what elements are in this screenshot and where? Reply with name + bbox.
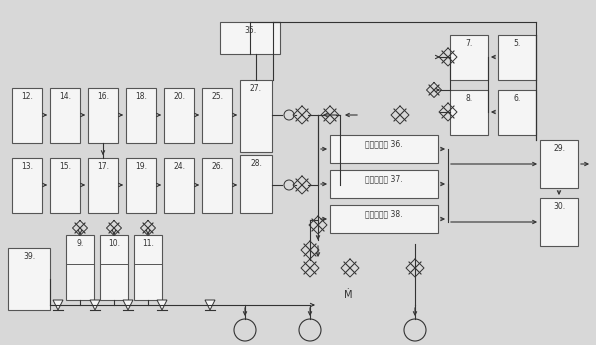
Bar xyxy=(164,88,194,143)
Polygon shape xyxy=(53,300,63,310)
Text: 6.: 6. xyxy=(513,94,521,103)
Bar xyxy=(330,135,438,163)
Text: 12.: 12. xyxy=(21,92,33,101)
Text: 29.: 29. xyxy=(553,144,565,153)
Text: 16.: 16. xyxy=(97,92,109,101)
Bar xyxy=(12,158,42,213)
Text: 第一模型管 36.: 第一模型管 36. xyxy=(365,139,403,148)
Bar xyxy=(240,80,272,152)
Bar xyxy=(202,158,232,213)
Text: 20.: 20. xyxy=(173,92,185,101)
Text: 19.: 19. xyxy=(135,162,147,171)
Bar xyxy=(202,88,232,143)
Text: 18.: 18. xyxy=(135,92,147,101)
Bar xyxy=(126,88,156,143)
Bar xyxy=(66,235,94,300)
Text: 9.: 9. xyxy=(76,239,83,248)
Text: 30.: 30. xyxy=(553,202,565,211)
Bar xyxy=(540,198,578,246)
Text: 39.: 39. xyxy=(23,252,35,261)
Bar xyxy=(164,158,194,213)
Polygon shape xyxy=(157,300,167,310)
Bar xyxy=(12,88,42,143)
Bar xyxy=(50,158,80,213)
Bar xyxy=(240,155,272,213)
Text: 7.: 7. xyxy=(465,39,473,48)
Bar xyxy=(220,22,280,54)
Text: Ṁ: Ṁ xyxy=(344,290,352,300)
Text: 13.: 13. xyxy=(21,162,33,171)
Bar xyxy=(134,235,162,300)
Text: 14.: 14. xyxy=(59,92,71,101)
Bar xyxy=(88,88,118,143)
Bar xyxy=(330,205,438,233)
Text: 15.: 15. xyxy=(59,162,71,171)
Text: 第三模型管 38.: 第三模型管 38. xyxy=(365,209,403,218)
Text: 5.: 5. xyxy=(513,39,521,48)
Bar xyxy=(540,140,578,188)
Bar xyxy=(50,88,80,143)
Text: 27.: 27. xyxy=(250,84,262,93)
Polygon shape xyxy=(123,300,133,310)
Text: 28.: 28. xyxy=(250,159,262,168)
Text: 17.: 17. xyxy=(97,162,109,171)
Text: 24.: 24. xyxy=(173,162,185,171)
Bar xyxy=(100,235,128,300)
Text: 25.: 25. xyxy=(211,92,223,101)
Text: 10.: 10. xyxy=(108,239,120,248)
Bar xyxy=(498,35,536,80)
Polygon shape xyxy=(90,300,100,310)
Bar xyxy=(88,158,118,213)
Text: 8.: 8. xyxy=(465,94,473,103)
Text: 35.: 35. xyxy=(244,26,256,35)
Bar xyxy=(450,90,488,135)
Bar xyxy=(8,248,50,310)
Polygon shape xyxy=(205,300,215,310)
Bar xyxy=(126,158,156,213)
Bar xyxy=(498,90,536,135)
Text: 第二模型管 37.: 第二模型管 37. xyxy=(365,174,403,183)
Text: 26.: 26. xyxy=(211,162,223,171)
Bar xyxy=(450,35,488,80)
Text: 11.: 11. xyxy=(142,239,154,248)
Bar xyxy=(330,170,438,198)
